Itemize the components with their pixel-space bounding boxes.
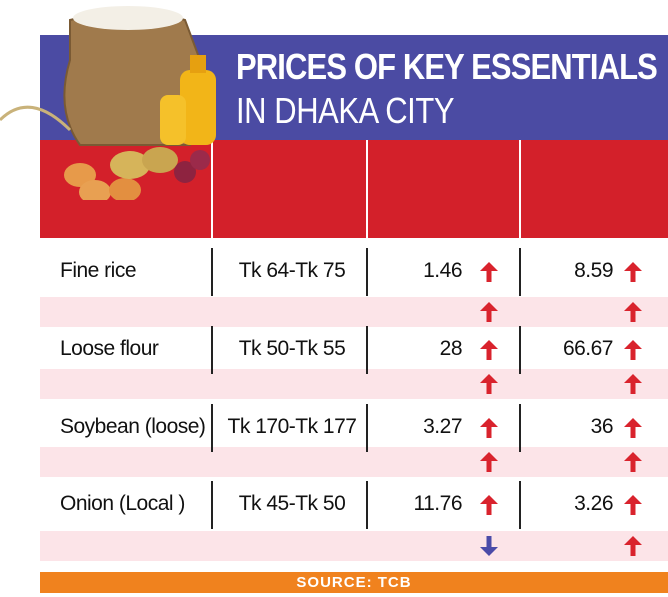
- change-value: 3.26: [574, 492, 613, 515]
- sub-row: [40, 447, 668, 477]
- source-note: SOURCE: TCB: [40, 572, 668, 593]
- up-arrow: [480, 495, 498, 515]
- up-arrow: [624, 374, 642, 394]
- column-divider: [211, 140, 213, 238]
- up-arrow: [624, 418, 642, 438]
- row-divider: [366, 481, 368, 529]
- row-divider: [366, 248, 368, 296]
- row-divider: [211, 481, 213, 529]
- food-illustration: [0, 6, 216, 200]
- row-divider: [366, 404, 368, 452]
- up-arrow: [480, 340, 498, 360]
- subtitle: IN DHAKA CITY: [236, 90, 455, 131]
- price-range: Tk 50-Tk 55: [238, 337, 346, 360]
- up-arrow: [624, 495, 642, 515]
- change-value: 1.46: [423, 259, 462, 282]
- price-range: Tk 170-Tk 177: [227, 415, 357, 438]
- row-divider: [366, 326, 368, 374]
- item-name: Soybean (loose): [60, 415, 206, 438]
- item-name: Fine rice: [60, 259, 137, 282]
- row-divider: [519, 248, 521, 296]
- title: PRICES OF KEY ESSENTIALS: [236, 46, 658, 87]
- up-arrow: [480, 302, 498, 322]
- up-arrow: [624, 536, 642, 556]
- row-divider: [519, 326, 521, 374]
- down-arrow: [480, 536, 498, 556]
- column-divider: [366, 140, 368, 238]
- change-value: 3.27: [423, 415, 462, 438]
- row-divider: [211, 248, 213, 296]
- row-divider: [211, 326, 213, 374]
- row-divider: [519, 481, 521, 529]
- column-divider: [519, 140, 521, 238]
- sub-row: [40, 297, 668, 327]
- row-divider: [519, 404, 521, 452]
- change-value: 11.76: [413, 492, 463, 515]
- change-value: 36: [590, 415, 614, 438]
- up-arrow: [480, 374, 498, 394]
- item-name: Loose flour: [60, 337, 159, 360]
- up-arrow: [624, 302, 642, 322]
- price-range: Tk 45-Tk 50: [238, 492, 346, 515]
- up-arrow: [624, 452, 642, 472]
- up-arrow: [624, 262, 642, 282]
- sub-row: [40, 531, 668, 561]
- up-arrow: [480, 452, 498, 472]
- up-arrow: [480, 418, 498, 438]
- price-range: Tk 64-Tk 75: [238, 259, 346, 282]
- change-value: 66.67: [562, 337, 614, 360]
- change-value: 8.59: [574, 259, 613, 282]
- item-name: Onion (Local ): [60, 492, 185, 515]
- up-arrow: [624, 340, 642, 360]
- change-value: 28: [439, 337, 463, 360]
- sub-row: [40, 369, 668, 399]
- up-arrow: [480, 262, 498, 282]
- row-divider: [211, 404, 213, 452]
